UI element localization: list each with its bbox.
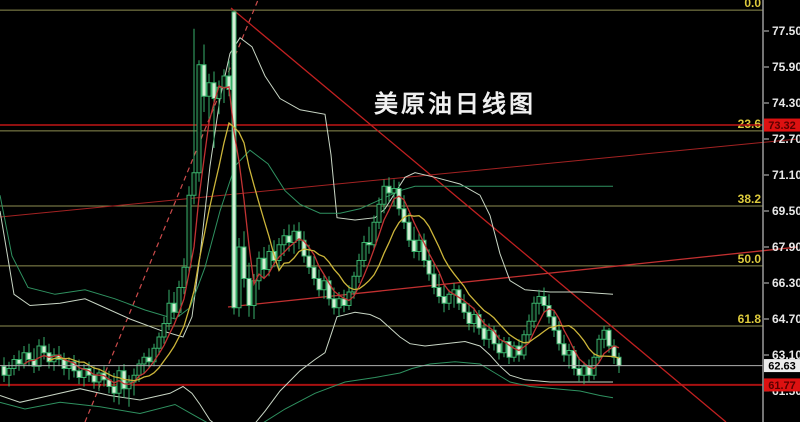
- svg-text:71.10: 71.10: [772, 168, 800, 182]
- chart-title: 美原油日线图: [374, 92, 536, 118]
- moving-averages: [23, 85, 620, 385]
- svg-text:67.90: 67.90: [772, 240, 800, 254]
- svg-text:23.6: 23.6: [738, 117, 762, 131]
- svg-text:69.50: 69.50: [772, 204, 800, 218]
- fib-lines: 0.0 23.6 38.2 50.0 61.8: [0, 0, 763, 327]
- svg-text:64.70: 64.70: [772, 312, 800, 326]
- svg-text:72.70: 72.70: [772, 132, 800, 146]
- svg-text:75.90: 75.90: [772, 60, 800, 74]
- svg-text:0.0: 0.0: [744, 0, 761, 10]
- candlesticks: [1, 10, 622, 407]
- svg-text:50.0: 50.0: [738, 252, 762, 266]
- svg-text:73.32: 73.32: [768, 120, 796, 132]
- svg-text:38.2: 38.2: [738, 192, 762, 206]
- svg-text:74.30: 74.30: [772, 96, 800, 110]
- svg-text:62.63: 62.63: [768, 361, 796, 373]
- svg-text:61.8: 61.8: [738, 312, 762, 326]
- svg-text:66.30: 66.30: [772, 276, 800, 290]
- price-axis: 77.50 75.90 74.30 72.70 71.10 69.50 67.90 66.30…: [762, 0, 800, 422]
- svg-text:77.50: 77.50: [772, 24, 800, 38]
- horizontal-price-lines: [0, 124, 763, 386]
- svg-text:61.77: 61.77: [768, 380, 796, 392]
- svg-text:63.10: 63.10: [772, 348, 800, 362]
- indicator-bands: [0, 36, 614, 422]
